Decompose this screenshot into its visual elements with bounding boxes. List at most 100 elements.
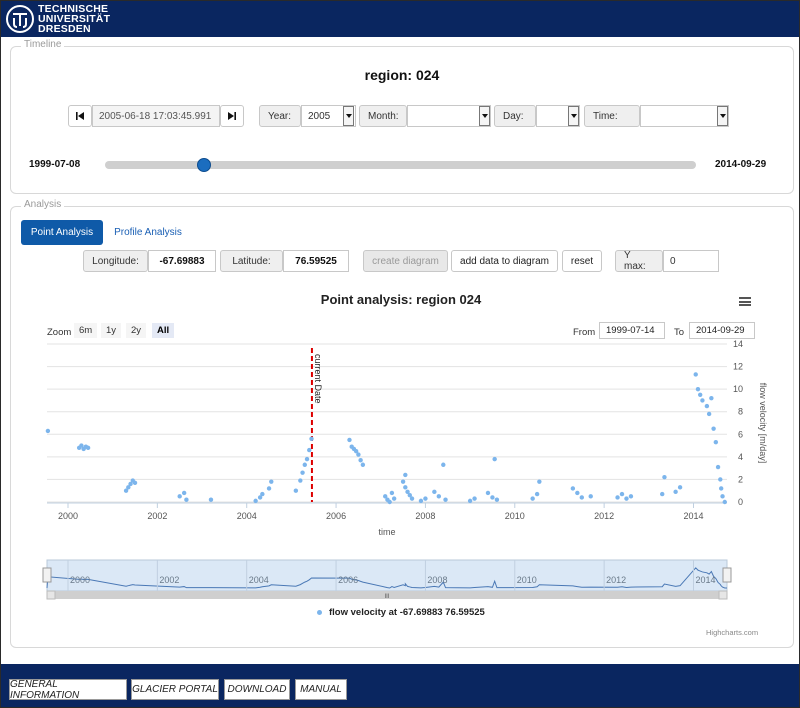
data-point bbox=[305, 457, 309, 461]
data-point bbox=[269, 479, 273, 483]
data-point bbox=[303, 463, 307, 467]
x-tick-label: 2008 bbox=[415, 511, 435, 521]
data-point bbox=[184, 498, 188, 502]
data-point bbox=[571, 486, 575, 490]
data-point bbox=[530, 496, 534, 500]
data-point bbox=[660, 492, 664, 496]
data-point bbox=[723, 500, 727, 504]
data-point bbox=[309, 437, 313, 441]
data-point bbox=[624, 496, 628, 500]
data-point bbox=[615, 495, 619, 499]
x-axis-title: time bbox=[378, 527, 395, 537]
data-point bbox=[403, 485, 407, 489]
navigator-tick-label: 2006 bbox=[338, 575, 358, 585]
navigator-tick-label: 2014 bbox=[695, 575, 715, 585]
data-point bbox=[300, 470, 304, 474]
data-point bbox=[86, 446, 90, 450]
data-point bbox=[472, 496, 476, 500]
data-point bbox=[443, 498, 447, 502]
data-point bbox=[700, 398, 704, 402]
data-point bbox=[403, 473, 407, 477]
y-tick-label: 6 bbox=[738, 429, 743, 439]
data-point bbox=[356, 452, 360, 456]
manual-button[interactable]: MANUAL bbox=[295, 679, 347, 700]
navigator-tick-label: 2000 bbox=[70, 575, 90, 585]
chart-legend-item[interactable]: flow velocity at -67.69883 76.59525 bbox=[317, 607, 485, 618]
navigator-tick-label: 2012 bbox=[606, 575, 626, 585]
data-point bbox=[486, 491, 490, 495]
navigator-left-handle[interactable] bbox=[43, 568, 51, 582]
navigator-tick-label: 2002 bbox=[159, 575, 179, 585]
data-point bbox=[537, 479, 541, 483]
y-tick-label: 4 bbox=[738, 452, 743, 462]
data-point bbox=[401, 479, 405, 483]
data-point bbox=[177, 494, 181, 498]
data-point bbox=[720, 494, 724, 498]
y-tick-label: 0 bbox=[738, 497, 743, 507]
data-point bbox=[46, 429, 50, 433]
data-point bbox=[358, 458, 362, 462]
data-point bbox=[390, 491, 394, 495]
x-tick-label: 2012 bbox=[594, 511, 614, 521]
x-tick-label: 2006 bbox=[326, 511, 346, 521]
navigator-tick-label: 2010 bbox=[517, 575, 537, 585]
y-tick-label: 12 bbox=[733, 362, 743, 372]
data-point bbox=[423, 496, 427, 500]
navigator-tick-label: 2004 bbox=[249, 575, 269, 585]
data-point bbox=[437, 494, 441, 498]
scrollbar-right-arrow bbox=[719, 591, 727, 599]
data-point bbox=[298, 478, 302, 482]
data-point bbox=[711, 426, 715, 430]
navigator-tick-label: 2008 bbox=[427, 575, 447, 585]
data-point bbox=[589, 494, 593, 498]
data-point bbox=[678, 485, 682, 489]
glacier-portal-button[interactable]: GLACIER PORTAL bbox=[131, 679, 219, 700]
data-point bbox=[410, 496, 414, 500]
data-point bbox=[620, 492, 624, 496]
navigator-right-handle[interactable] bbox=[723, 568, 731, 582]
general-information-button[interactable]: GENERAL INFORMATION bbox=[9, 679, 127, 700]
data-point bbox=[490, 495, 494, 499]
scrollbar-grip: III bbox=[384, 594, 389, 600]
data-point bbox=[495, 498, 499, 502]
download-button[interactable]: DOWNLOAD bbox=[224, 679, 290, 700]
y-axis-title: flow velocity [m/day] bbox=[758, 383, 768, 464]
y-tick-label: 10 bbox=[733, 384, 743, 394]
x-tick-label: 2000 bbox=[58, 511, 78, 521]
data-point bbox=[347, 438, 351, 442]
data-point bbox=[387, 500, 391, 504]
x-tick-label: 2014 bbox=[683, 511, 703, 521]
data-point bbox=[716, 465, 720, 469]
data-point bbox=[696, 387, 700, 391]
data-point bbox=[260, 492, 264, 496]
data-point bbox=[673, 490, 677, 494]
data-point bbox=[575, 491, 579, 495]
data-point bbox=[419, 499, 423, 503]
data-point bbox=[253, 499, 257, 503]
x-tick-label: 2004 bbox=[237, 511, 257, 521]
data-point bbox=[441, 463, 445, 467]
legend-label: flow velocity at -67.69883 76.59525 bbox=[329, 607, 485, 618]
x-tick-label: 2010 bbox=[505, 511, 525, 521]
x-tick-label: 2002 bbox=[147, 511, 167, 521]
y-tick-label: 14 bbox=[733, 339, 743, 349]
data-point bbox=[432, 490, 436, 494]
current-date-label: current Date bbox=[313, 354, 323, 404]
data-point bbox=[629, 494, 633, 498]
data-point bbox=[209, 498, 213, 502]
data-point bbox=[698, 393, 702, 397]
data-point bbox=[580, 495, 584, 499]
data-point bbox=[705, 404, 709, 408]
data-point bbox=[714, 440, 718, 444]
data-point bbox=[492, 457, 496, 461]
data-point bbox=[718, 477, 722, 481]
data-point bbox=[709, 396, 713, 400]
scrollbar-left-arrow bbox=[47, 591, 55, 599]
data-point bbox=[307, 448, 311, 452]
data-point bbox=[361, 463, 365, 467]
highcharts-credits[interactable]: Highcharts.com bbox=[706, 628, 758, 637]
data-point bbox=[662, 475, 666, 479]
data-point bbox=[392, 496, 396, 500]
data-point bbox=[719, 486, 723, 490]
